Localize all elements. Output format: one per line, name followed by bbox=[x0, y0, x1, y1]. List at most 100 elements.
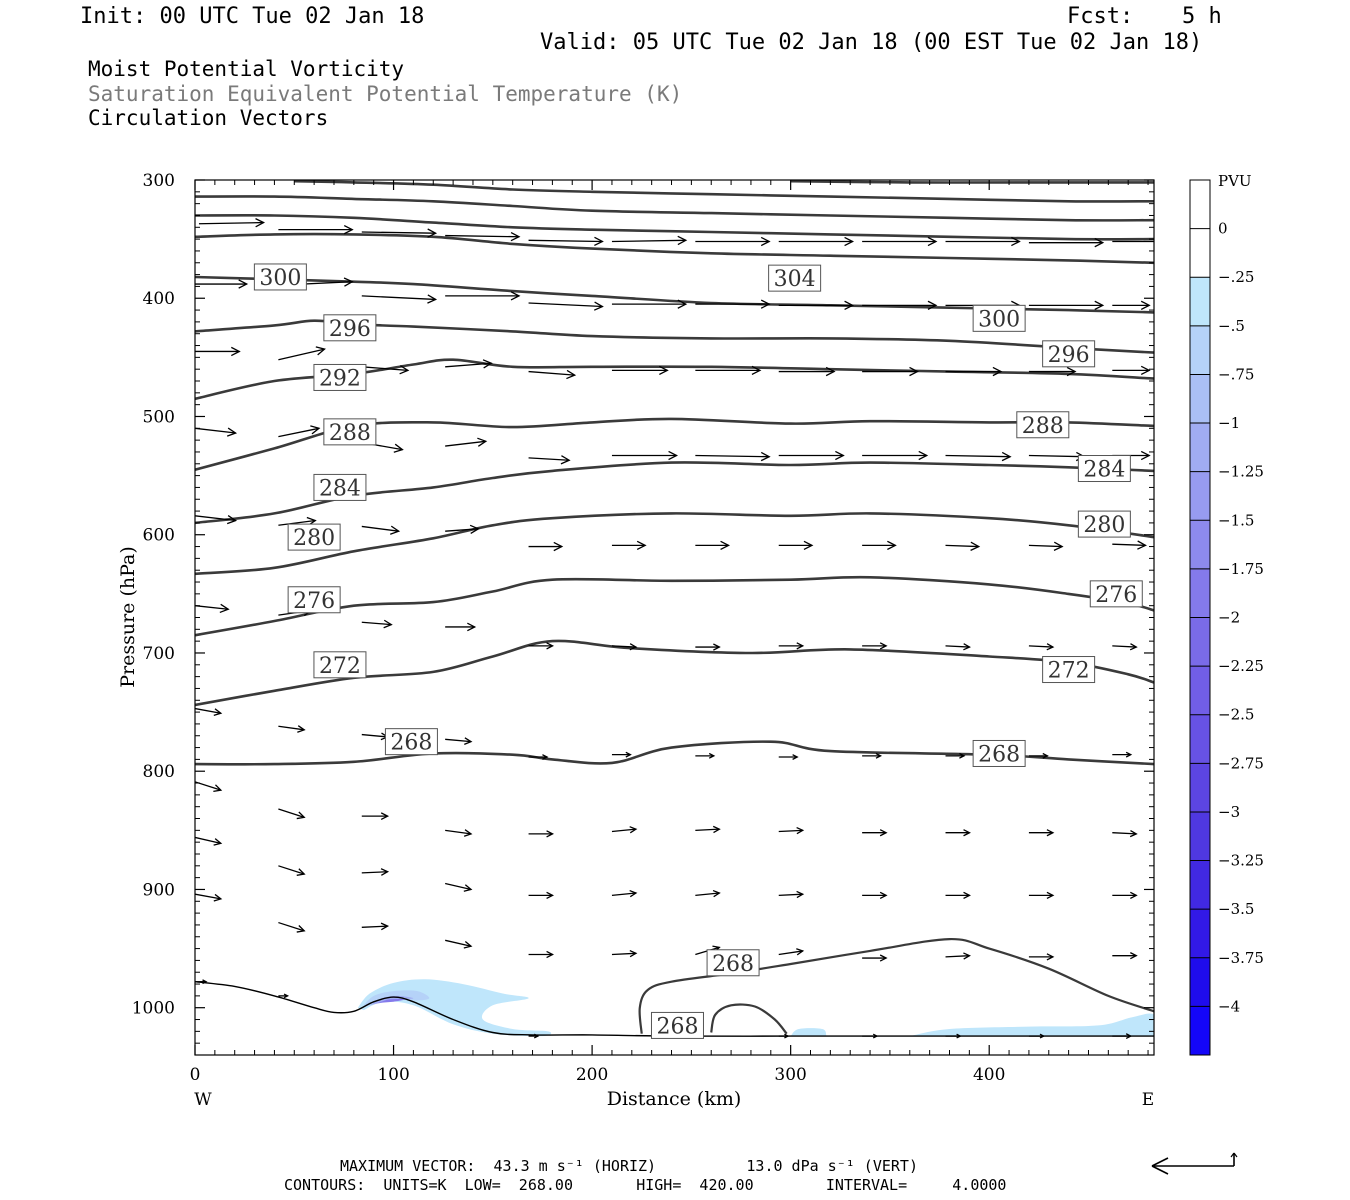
x-axis-label: Distance (km) bbox=[607, 1088, 742, 1110]
contour-label: 284 bbox=[1077, 455, 1131, 483]
pv-shading-area bbox=[790, 1028, 827, 1037]
circulation-vector bbox=[1112, 891, 1138, 900]
y-tick-label: 400 bbox=[143, 289, 175, 309]
circulation-vector bbox=[278, 921, 306, 933]
terrain-line bbox=[195, 981, 1154, 1037]
circulation-vector bbox=[445, 291, 521, 301]
circulation-vector bbox=[445, 829, 473, 837]
circulation-vector bbox=[1028, 953, 1055, 961]
x-tick-label: 100 bbox=[377, 1065, 409, 1085]
valid-time: Valid: 05 UTC Tue 02 Jan 18 (00 EST Tue … bbox=[540, 30, 1203, 55]
circulation-vector bbox=[695, 825, 721, 834]
colorbar-swatch bbox=[1190, 811, 1210, 862]
contour-label-text: 284 bbox=[319, 476, 361, 501]
circulation-vector bbox=[611, 949, 638, 958]
circulation-vector bbox=[445, 231, 521, 242]
contour-label-text: 284 bbox=[1083, 458, 1125, 483]
contour-label: 300 bbox=[972, 304, 1026, 332]
colorbar-label: −3.25 bbox=[1218, 852, 1264, 870]
circulation-vector bbox=[528, 754, 549, 760]
circulation-vector bbox=[778, 300, 855, 311]
circulation-vector bbox=[528, 830, 555, 838]
circulation-vector bbox=[1028, 891, 1055, 900]
circulation-vector bbox=[945, 752, 966, 759]
circulation-vector bbox=[278, 808, 306, 820]
theta-contour-268 bbox=[710, 1003, 788, 1035]
colorbar-label: −1.5 bbox=[1218, 511, 1254, 529]
circulation-vector bbox=[862, 752, 883, 759]
circulation-vector bbox=[361, 619, 393, 629]
theta-contour-268 bbox=[638, 937, 1154, 1034]
circulation-vector bbox=[945, 891, 971, 900]
circulation-vector bbox=[445, 359, 493, 369]
circulation-vector bbox=[1028, 643, 1055, 651]
circulation-vector bbox=[611, 643, 638, 651]
colorbar-swatch bbox=[1190, 714, 1210, 764]
colorbar-label: −2.5 bbox=[1218, 706, 1254, 724]
circulation-vector bbox=[278, 865, 306, 876]
contour-label: 300 bbox=[253, 263, 307, 291]
colorbar-label: −2.75 bbox=[1218, 754, 1264, 772]
circulation-vector bbox=[695, 752, 716, 759]
theta-contour-276 bbox=[195, 575, 1154, 637]
contour-label: 272 bbox=[313, 651, 367, 679]
colorbar-swatch bbox=[1190, 325, 1210, 375]
contour-label-text: 268 bbox=[712, 952, 754, 977]
y-tick-label: 700 bbox=[143, 644, 175, 664]
circulation-vector bbox=[611, 299, 688, 309]
circulation-vector bbox=[361, 525, 401, 535]
theta-contour-316 bbox=[294, 180, 1154, 203]
circulation-vector bbox=[695, 889, 721, 898]
circulation-vector bbox=[778, 450, 845, 461]
circulation-vector bbox=[195, 515, 238, 525]
theta-contour-308 bbox=[195, 214, 1154, 241]
x-tick-label: 0 bbox=[190, 1065, 201, 1085]
circulation-vector bbox=[778, 754, 799, 760]
circulation-vector bbox=[611, 365, 669, 376]
contour-label: 304 bbox=[768, 264, 822, 292]
contour-label-text: 280 bbox=[1083, 513, 1125, 538]
init-time: Init: 00 UTC Tue 02 Jan 18 bbox=[80, 4, 425, 29]
circulation-vector bbox=[528, 455, 571, 465]
circulation-vector bbox=[945, 541, 981, 551]
contour-label: 276 bbox=[287, 586, 341, 614]
contour-label: 268 bbox=[384, 728, 438, 756]
contour-label-text: 272 bbox=[1048, 659, 1090, 684]
y-tick-label: 600 bbox=[143, 526, 175, 546]
colorbar-swatch bbox=[1190, 520, 1210, 570]
colorbar-label: −.75 bbox=[1218, 365, 1254, 383]
circulation-vector bbox=[278, 993, 290, 999]
contour-label-text: 276 bbox=[1095, 583, 1137, 608]
contour-label: 268 bbox=[972, 739, 1026, 767]
circulation-vector bbox=[945, 366, 1003, 377]
circulation-vector bbox=[1028, 541, 1064, 551]
contour-label: 288 bbox=[323, 418, 377, 446]
circulation-vector bbox=[1112, 751, 1133, 758]
theta-contour-320 bbox=[790, 180, 1154, 184]
contour-label-text: 288 bbox=[329, 421, 371, 446]
circulation-vector bbox=[1112, 300, 1151, 311]
circulation-vector bbox=[695, 643, 721, 651]
colorbar-label: −3.5 bbox=[1218, 900, 1254, 918]
circulation-vector bbox=[528, 541, 564, 552]
circulation-vector bbox=[1028, 238, 1105, 248]
contour-label-text: 304 bbox=[774, 267, 816, 292]
circulation-vector bbox=[195, 836, 223, 846]
circulation-vector bbox=[1112, 540, 1147, 550]
forecast-hour-value: 5 h bbox=[1182, 4, 1222, 29]
circulation-vector bbox=[945, 829, 971, 837]
circulation-vector bbox=[195, 603, 230, 614]
title-mpv: Moist Potential Vorticity bbox=[88, 57, 405, 81]
circulation-vector bbox=[695, 299, 771, 309]
contour-label-text: 272 bbox=[319, 654, 361, 679]
circulation-vector bbox=[445, 939, 473, 949]
contour-label: 296 bbox=[1042, 340, 1096, 368]
circulation-vector bbox=[445, 882, 473, 892]
circulation-vector bbox=[528, 301, 604, 311]
title-vectors: Circulation Vectors bbox=[88, 106, 329, 130]
colorbar-label: −2.25 bbox=[1218, 657, 1264, 675]
circulation-vector bbox=[361, 365, 410, 375]
contour-label-text: 268 bbox=[978, 742, 1020, 767]
circulation-vector bbox=[611, 826, 638, 834]
colorbar-swatch bbox=[1190, 909, 1210, 959]
